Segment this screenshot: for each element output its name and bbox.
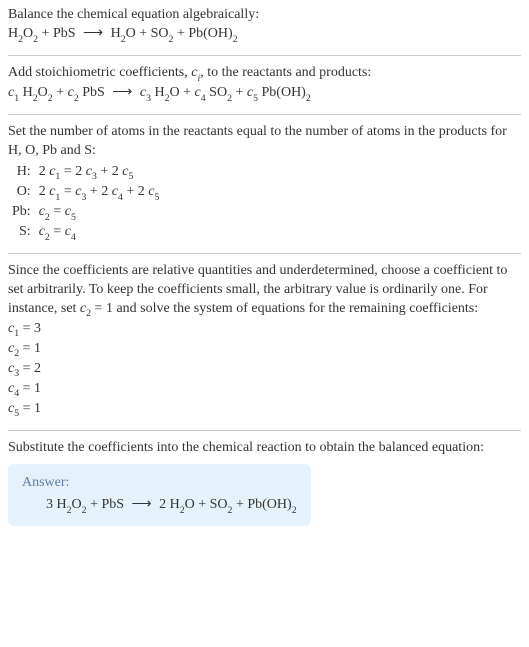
intro-block: Balance the chemical equation algebraica… (8, 6, 521, 45)
separator (8, 430, 521, 431)
separator (8, 253, 521, 254)
stoich-equation: c1 H2O2 + c2 PbS ⟶ c3 H2O + c4 SO2 + c5 … (8, 84, 521, 104)
substitute-text: Substitute the coefficients into the che… (8, 439, 521, 458)
table-row: Pb:c2 = c5 (8, 203, 163, 223)
atoms-table: H:2 c1 = 2 c3 + 2 c5O:2 c1 = c3 + 2 c4 +… (8, 163, 163, 243)
stoich-text: Add stoichiometric coefficients, ci, to … (8, 64, 521, 84)
table-row: H:2 c1 = 2 c3 + 2 c5 (8, 163, 163, 183)
atoms-block: Set the number of atoms in the reactants… (8, 123, 521, 243)
answer-box: Answer: 3 H2O2 + PbS ⟶ 2 H2O + SO2 + Pb(… (8, 464, 311, 527)
atom-label: O: (8, 183, 35, 203)
coefficient-line: c5 = 1 (8, 400, 521, 420)
table-row: O:2 c1 = c3 + 2 c4 + 2 c5 (8, 183, 163, 203)
stoich-block: Add stoichiometric coefficients, ci, to … (8, 64, 521, 104)
atom-equation: 2 c1 = c3 + 2 c4 + 2 c5 (35, 183, 164, 203)
separator (8, 114, 521, 115)
atom-label: H: (8, 163, 35, 183)
atom-equation: c2 = c5 (35, 203, 164, 223)
solve-intro: Since the coefficients are relative quan… (8, 262, 521, 320)
atom-label: Pb: (8, 203, 35, 223)
intro-text: Balance the chemical equation algebraica… (8, 6, 521, 25)
table-row: S:c2 = c4 (8, 223, 163, 243)
atom-label: S: (8, 223, 35, 243)
atom-equation: c2 = c4 (35, 223, 164, 243)
separator (8, 55, 521, 56)
solve-block: Since the coefficients are relative quan… (8, 262, 521, 420)
answer-equation: 3 H2O2 + PbS ⟶ 2 H2O + SO2 + Pb(OH)2 (22, 496, 297, 516)
coefficient-line: c4 = 1 (8, 380, 521, 400)
atoms-intro: Set the number of atoms in the reactants… (8, 123, 521, 161)
atom-equation: 2 c1 = 2 c3 + 2 c5 (35, 163, 164, 183)
coefficient-line: c3 = 2 (8, 360, 521, 380)
coefficient-line: c1 = 3 (8, 320, 521, 340)
intro-equation: H2O2 + PbS ⟶ H2O + SO2 + Pb(OH)2 (8, 25, 521, 45)
coefficient-line: c2 = 1 (8, 340, 521, 360)
answer-title: Answer: (22, 474, 297, 493)
